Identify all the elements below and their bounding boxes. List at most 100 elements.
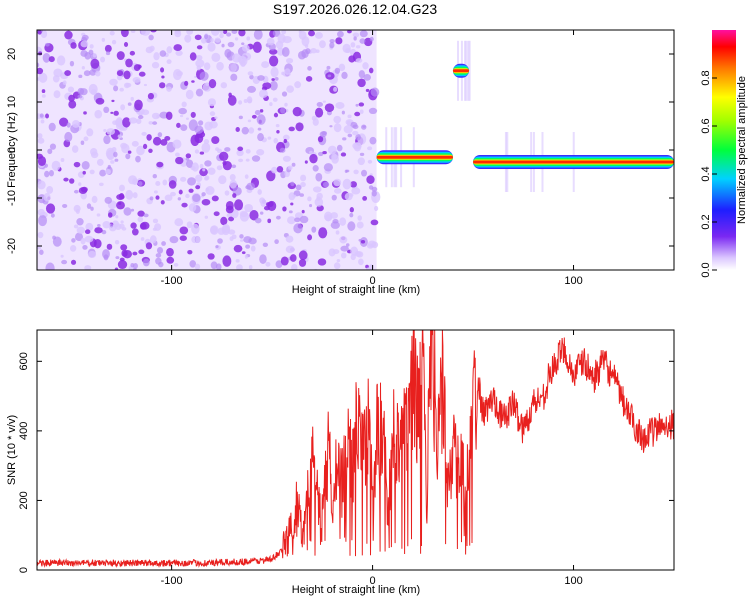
noise-blob: [357, 157, 365, 166]
noise-blob: [215, 245, 219, 249]
noise-blob: [149, 235, 157, 244]
noise-blob: [274, 239, 279, 245]
noise-blob: [217, 238, 223, 244]
noise-blob: [262, 242, 269, 248]
noise-blob: [120, 244, 128, 251]
noise-blob: [238, 158, 244, 163]
noise-blob: [192, 193, 201, 203]
noise-blob: [44, 170, 50, 178]
noise-blob: [186, 30, 194, 35]
noise-blob: [360, 239, 366, 244]
noise-blob: [185, 193, 190, 199]
noise-blob: [175, 156, 184, 165]
noise-blob: [241, 126, 249, 135]
noise-blob: [153, 52, 160, 61]
noise-blob: [298, 250, 308, 261]
signal-traces: [376, 40, 674, 192]
noise-blob: [221, 225, 231, 236]
noise-blob: [119, 223, 125, 229]
noise-blob: [220, 216, 228, 226]
noise-blob: [116, 51, 125, 61]
noise-blob: [312, 164, 319, 172]
colorbar-tick-label: 0.2: [700, 214, 712, 229]
noise-blob: [106, 128, 116, 135]
noise-blob: [138, 71, 146, 77]
noise-blob: [99, 182, 104, 187]
noise-blob: [123, 70, 131, 80]
noise-blob: [219, 33, 224, 39]
noise-blob: [231, 30, 238, 34]
noise-blob: [213, 211, 220, 217]
noise-blob: [335, 102, 345, 109]
noise-blob: [37, 180, 46, 190]
noise-blob: [284, 68, 291, 75]
noise-blob: [89, 169, 95, 175]
noise-blob: [301, 209, 305, 214]
x-tick-label: -100: [161, 575, 183, 587]
y-tick-label: 200: [18, 491, 30, 509]
noise-blob: [370, 219, 379, 226]
noise-blob: [86, 203, 92, 209]
noise-blob: [105, 51, 111, 56]
noise-blob: [345, 169, 350, 173]
noise-blob: [281, 47, 290, 57]
noise-blob: [134, 99, 143, 111]
noise-blob: [327, 145, 337, 155]
noise-blob: [314, 32, 323, 39]
noise-blob: [69, 60, 75, 67]
noise-blob: [130, 222, 137, 229]
noise-blob: [132, 251, 138, 256]
noise-blob: [229, 236, 234, 242]
noise-blob: [334, 67, 341, 74]
noise-blob: [244, 174, 249, 179]
signal-band: [473, 160, 674, 164]
noise-blob: [337, 30, 344, 38]
noise-blob: [62, 203, 68, 208]
noise-blob: [251, 155, 261, 162]
noise-blob: [194, 34, 202, 41]
noise-blob: [103, 135, 111, 145]
noise-blob: [120, 30, 129, 38]
noise-blob: [259, 254, 267, 264]
noise-blob: [290, 181, 295, 187]
noise-blob: [366, 175, 375, 184]
noise-blob: [208, 79, 217, 89]
noise-blob: [300, 181, 306, 188]
noise-blob: [276, 215, 281, 220]
noise-blob: [332, 249, 340, 255]
noise-blob: [331, 194, 337, 201]
noise-blob: [133, 64, 141, 72]
noise-blob: [186, 159, 194, 169]
noise-blob: [136, 118, 142, 125]
noise-blob: [113, 151, 118, 158]
noise-blob: [100, 56, 106, 63]
noise-blob: [37, 137, 45, 144]
noise-blob: [195, 54, 203, 61]
noise-blob: [127, 102, 132, 106]
noise-blob: [220, 82, 228, 89]
noise-blob: [317, 258, 327, 266]
noise-blob: [352, 124, 359, 130]
noise-blob: [106, 243, 113, 250]
noise-blob: [99, 169, 107, 177]
noise-blob: [310, 48, 317, 54]
noise-blob: [259, 211, 264, 215]
noise-blob: [115, 215, 119, 219]
noise-blob: [239, 211, 250, 222]
noise-blob: [357, 215, 362, 221]
noise-blob: [50, 213, 55, 218]
noise-blob: [254, 217, 262, 224]
noise-blob: [333, 123, 342, 133]
noise-blob: [336, 259, 341, 263]
noise-blob: [233, 244, 243, 253]
noise-blob: [267, 136, 272, 140]
noise-blob: [143, 83, 148, 87]
noise-blob: [221, 43, 225, 48]
noise-blob: [173, 69, 182, 81]
noise-blob: [37, 246, 42, 250]
noise-blob: [284, 102, 288, 107]
noise-blob: [222, 30, 228, 35]
noise-blob: [295, 122, 304, 132]
noise-blob: [204, 34, 209, 40]
